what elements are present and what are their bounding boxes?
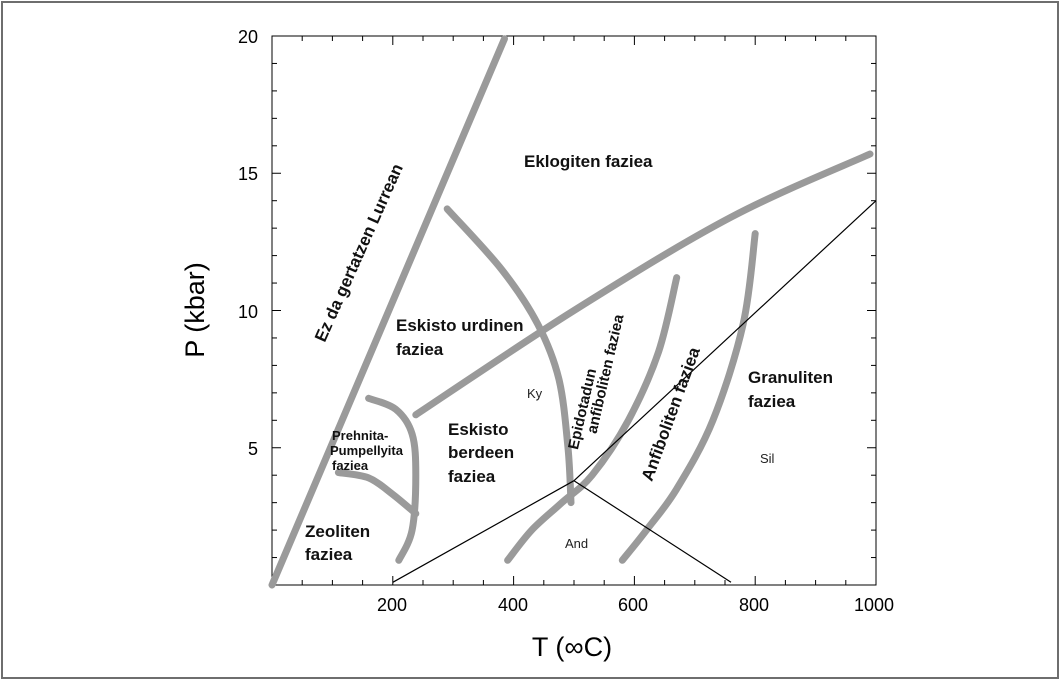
phase-line-and-sil [573,480,732,583]
facies-label-eklogiten: Eklogiten faziea [524,152,653,171]
facies-label-granuliten: Granuliten [748,368,833,387]
y-tick-labels: 5 10 15 20 [238,27,258,459]
facies-boundary-eclogite-blueschist-greenschist [443,205,575,507]
facies-boundary-blueschist-eclogite-upper [412,150,874,419]
x-tick-label: 800 [739,595,769,615]
x-tick-label: 600 [618,595,648,615]
x-tick-labels: 200 400 600 800 1000 [377,595,894,615]
facies-label-eskisto-urdinen-2: faziea [396,340,444,359]
facies-label-prehnita: Prehnita- [332,428,388,443]
phase-line-ky-and [392,480,575,583]
mineral-label-sil: Sil [760,451,775,466]
y-axis-title: P (kbar) [180,262,210,358]
y-tick-label: 20 [238,27,258,47]
facies-boundary-prehnite-pumpellyite-inner [334,469,420,518]
facies-label-prehnita-2: Pumpellyita [330,443,404,458]
facies-label-zeoliten-2: faziea [305,545,353,564]
facies-label-eskisto-berdeen: Eskisto [448,420,508,439]
facies-label-eskisto-berdeen-2: berdeen [448,443,514,462]
phase-line-ky-sil [573,200,877,482]
x-tick-label: 400 [498,595,528,615]
facies-label-eskisto-urdinen: Eskisto urdinen [396,316,524,335]
facies-label-ez-da: Ez da gertatzen Lurrean [311,161,407,345]
facies-label-zeoliten: Zeoliten [305,522,370,541]
x-axis-title: T (∞C) [532,632,612,662]
aluminosilicate-lines [392,200,877,583]
facies-boundary-prehnite-pumpellyite-outer [365,394,420,564]
mineral-labels: Ky Sil And [527,386,775,551]
x-tick-label: 1000 [854,595,894,615]
facies-boundary-amphibolite-granulite [618,230,759,564]
y-tick-label: 10 [238,302,258,322]
mineral-label-and: And [565,536,588,551]
facies-boundary-not-on-earth-limit [268,35,508,589]
y-tick-label: 5 [248,439,258,459]
facies-label-prehnita-3: faziea [332,458,369,473]
ticks-layer [271,35,877,586]
facies-boundary-greenschist-epidote-amphibolite [504,274,681,564]
facies-label-eskisto-berdeen-3: faziea [448,467,496,486]
facies-label-granuliten-2: faziea [748,392,796,411]
facies-boundaries [268,35,874,589]
x-tick-label: 200 [377,595,407,615]
mineral-label-ky: Ky [527,386,543,401]
y-tick-label: 15 [238,164,258,184]
